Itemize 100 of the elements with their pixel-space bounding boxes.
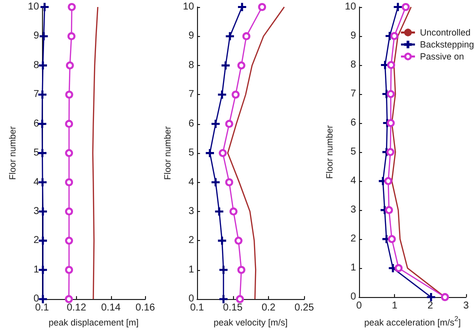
x-tick-label: 3 [463,300,470,312]
point [388,235,396,244]
point [394,2,402,12]
point [65,266,74,274]
point [65,178,74,186]
y-axis-title: Floor number [162,126,172,180]
y-tick-label: 3 [350,204,356,216]
x-tick-label: 0.1 [35,302,50,314]
x-axis-title: peak displacement [m] [48,318,139,328]
point [38,148,46,158]
y-tick-label: 1 [350,262,356,274]
y-tick-label: 8 [188,60,194,71]
legend-label: Passive on [420,52,464,62]
x-tick-label: 0.1 [190,302,204,314]
point [65,149,74,158]
point [402,3,410,11]
y-tick-label: 5 [350,146,356,158]
point [258,3,266,11]
point [68,3,76,11]
y-tick-label: 8 [33,60,40,71]
y-tick-label: 0 [188,294,194,305]
point [218,90,226,99]
point [66,61,74,70]
line-series [92,6,98,300]
y-axis-title: Floor number [324,125,334,179]
y-tick-label: 5 [188,148,194,159]
point [38,236,47,245]
y-tick-label: 10 [182,2,194,12]
y-tick-label: 7 [350,88,356,100]
y-tick-label: 7 [33,89,40,100]
y-tick-label: 0 [33,294,40,305]
point [229,207,238,216]
point [218,236,226,245]
point [38,90,46,99]
point [212,178,220,186]
y-tick-label: 1 [188,264,194,276]
y-tick-label: 10 [28,2,40,12]
point [236,295,244,304]
y-tick-label: 6 [188,118,194,130]
point [219,266,228,274]
point [237,61,246,70]
y-tick-label: 5 [33,148,40,159]
point [215,207,224,216]
point [218,149,227,158]
y-tick-label: 10 [344,2,356,12]
point [38,120,46,128]
point [206,148,214,158]
point [38,295,47,304]
point [225,178,234,186]
y-tick-label: 3 [188,206,194,217]
point [65,120,74,128]
point [38,61,47,70]
x-tick-label: 0.14 [101,302,122,314]
y-tick-label: 7 [188,89,194,100]
y-tick-label: 3 [33,206,40,217]
point [384,206,393,214]
point [38,178,47,186]
y-tick-label: 2 [350,234,356,245]
point [64,295,73,304]
legend-label: Backstepping [420,40,474,50]
point [394,264,403,272]
point [390,32,398,40]
x-tick-label: 0.16 [136,302,156,314]
point [226,32,234,40]
y-tick-label: 0 [350,292,356,303]
y-tick-label: 4 [188,176,194,188]
point [38,207,47,216]
y-axis-title: Floor number [8,126,18,180]
y-tick-label: 6 [350,118,356,129]
x-tick-label: 2 [428,300,434,312]
point [386,119,395,128]
y-tick-label: 6 [33,118,40,130]
y-tick-label: 9 [350,30,356,42]
point [237,266,246,274]
point [238,2,246,12]
x-tick-label: 1 [392,300,398,312]
y-tick-label: 4 [350,176,356,187]
point [225,120,234,128]
point [40,32,48,40]
y-tick-label: 9 [33,30,40,42]
y-tick-label: 1 [33,264,40,276]
y-tick-label: 9 [188,30,194,42]
point [234,236,242,245]
point [38,266,47,274]
point [387,61,396,70]
point [40,2,49,12]
y-tick-label: 2 [33,235,40,246]
y-tick-label: 2 [188,235,194,246]
x-tick-label: 0.12 [66,302,87,314]
point [440,293,449,302]
point [386,148,394,156]
y-tick-label: 4 [33,176,40,188]
point [384,177,392,186]
point [219,295,228,304]
point [65,207,74,216]
point [65,236,74,245]
point [67,32,76,40]
x-tick-label: 0.25 [294,302,314,314]
legend-label: Uncontrolled [420,28,470,38]
point [222,61,230,70]
